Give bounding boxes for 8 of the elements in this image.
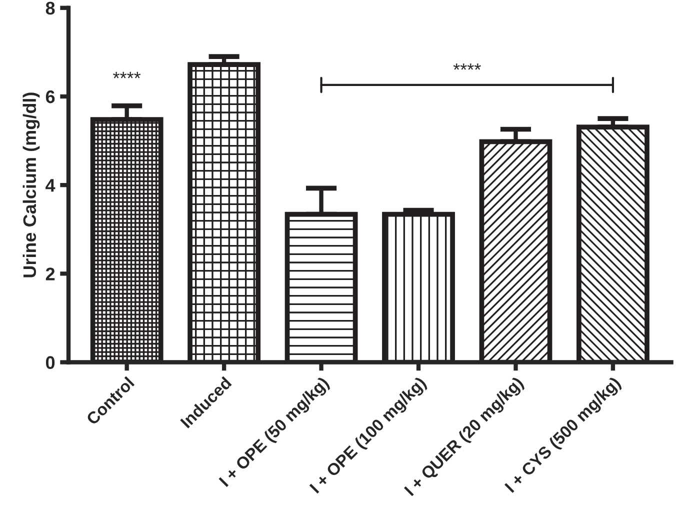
y-tick-label: 8	[46, 2, 55, 15]
annotation: ****	[113, 72, 141, 78]
y-tick-label: 6	[46, 90, 55, 104]
y-axis-title: Urine Calcium (mg/dl)	[22, 92, 40, 278]
y-tick-label: 4	[46, 179, 56, 192]
y-tick-label: 0	[46, 356, 55, 369]
annotation: ****	[453, 63, 481, 70]
y-tick-label: 2	[46, 268, 55, 280]
